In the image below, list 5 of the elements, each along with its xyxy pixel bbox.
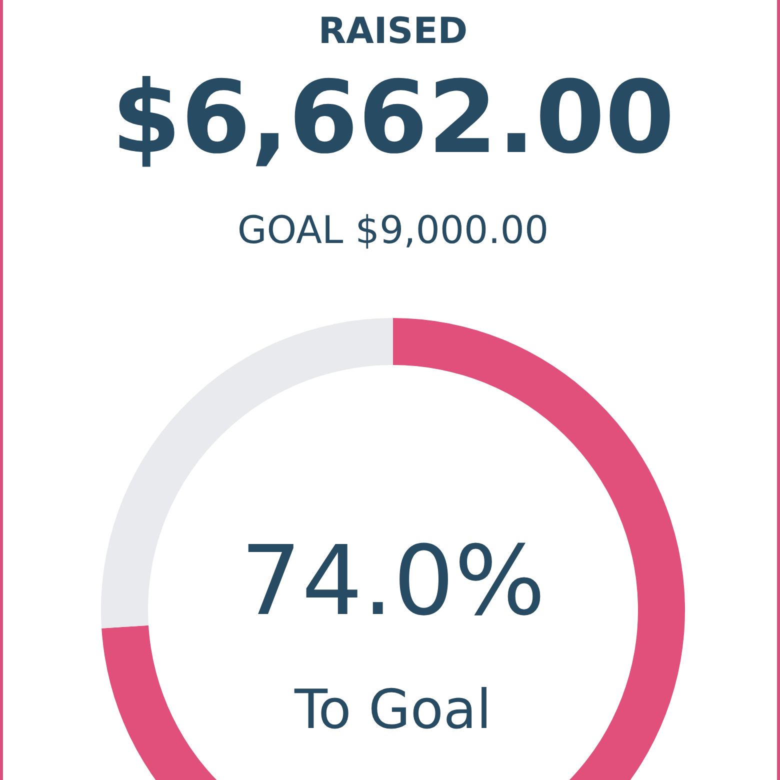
text: 74.0% — [240, 525, 546, 637]
chart-subtitle: $6,662.00 — [111, 59, 675, 176]
chart-title: RAISED — [318, 11, 468, 52]
text: GOAL $9,000.00 — [237, 208, 549, 252]
text: To Goal — [294, 678, 492, 741]
